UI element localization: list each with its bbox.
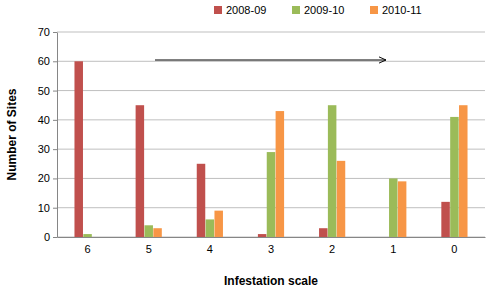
legend-item: 2008-09 (214, 4, 266, 16)
bar (197, 164, 205, 237)
bar-series (83, 105, 458, 237)
bar (258, 234, 266, 237)
y-tick: 20 (38, 172, 57, 184)
y-tick: 0 (44, 231, 57, 243)
legend-swatch (214, 6, 222, 14)
bars (74, 61, 467, 237)
legend: 2008-09 2009-10 2010-11 (214, 4, 422, 16)
bar (214, 211, 222, 237)
y-axis-title: Number of Sites (5, 88, 19, 180)
bar (459, 105, 467, 237)
plot-area: 0102030405060706543210 (38, 26, 486, 255)
x-tick-label: 0 (451, 243, 457, 255)
x-tick-label: 1 (390, 243, 396, 255)
y-tick-label: 60 (38, 55, 50, 67)
y-tick-label: 70 (38, 26, 50, 38)
y-tick: 30 (38, 143, 57, 155)
bar (380, 237, 388, 238)
x-tick: 1 (390, 237, 396, 255)
legend-label: 2008-09 (226, 4, 266, 16)
x-tick-label: 2 (329, 243, 335, 255)
legend-swatch (292, 6, 300, 14)
bar (389, 178, 397, 237)
y-axis: 0 10 20 30 40 50 60 70 (38, 26, 58, 243)
y-tick-mark (53, 149, 57, 150)
x-tick-label: 4 (207, 243, 213, 255)
bar (276, 111, 284, 237)
y-tick-label: 40 (38, 114, 50, 126)
bar-series (153, 105, 467, 237)
y-tick: 50 (38, 85, 57, 97)
x-axis: 6 5 4 3 2 1 0 (58, 237, 486, 255)
x-axis-line (58, 237, 486, 238)
bar (267, 152, 275, 237)
x-tick: 0 (451, 237, 457, 255)
bar (144, 225, 152, 237)
y-tick-mark (53, 61, 57, 62)
arrow (155, 60, 386, 61)
bar (74, 61, 82, 237)
x-tick: 6 (85, 237, 91, 255)
bar (328, 105, 336, 237)
grid-line (57, 61, 485, 62)
bar (450, 117, 458, 237)
y-tick-mark (53, 120, 57, 121)
y-tick-label: 0 (44, 231, 50, 243)
bar (441, 202, 449, 237)
x-tick-label: 3 (268, 243, 274, 255)
y-tick-label: 10 (38, 202, 50, 214)
grid-line (57, 32, 485, 33)
x-tick: 4 (207, 237, 213, 255)
bar (398, 181, 406, 237)
bar (83, 234, 91, 237)
bar (153, 228, 161, 237)
chart-container: 0102030405060706543210Infestation scaleN… (0, 0, 500, 305)
y-tick-mark (53, 178, 57, 179)
bar (92, 237, 100, 238)
y-tick: 60 (38, 55, 57, 67)
legend-swatch (370, 6, 378, 14)
x-tick-label: 6 (85, 243, 91, 255)
legend-label: 2009-10 (304, 4, 344, 16)
y-tick-mark (53, 237, 57, 238)
y-tick-label: 20 (38, 172, 50, 184)
y-axis-line (57, 33, 58, 238)
y-tick-mark (53, 32, 57, 33)
chart-svg: 0102030405060706543210Infestation scaleN… (0, 0, 500, 305)
grid-line (57, 149, 485, 150)
x-tick: 2 (329, 237, 335, 255)
bar (136, 105, 144, 237)
x-tick: 3 (268, 237, 274, 255)
x-tick-label: 5 (146, 243, 152, 255)
legend-item: 2009-10 (292, 4, 344, 16)
grid (57, 32, 485, 237)
y-tick: 10 (38, 202, 57, 214)
bar (319, 228, 327, 237)
y-tick-mark (53, 91, 57, 92)
legend-item: 2010-11 (370, 4, 422, 16)
grid-line (57, 90, 485, 91)
bar-series (74, 61, 449, 237)
grid-line (57, 119, 485, 120)
y-tick-mark (53, 208, 57, 209)
y-tick-label: 50 (38, 85, 50, 97)
y-tick: 70 (38, 26, 57, 38)
x-axis-title: Infestation scale (224, 274, 318, 288)
bar (206, 219, 214, 237)
y-tick: 40 (38, 114, 57, 126)
bar (337, 161, 345, 237)
x-tick: 5 (146, 237, 152, 255)
y-tick-label: 30 (38, 143, 50, 155)
legend-label: 2010-11 (382, 4, 422, 16)
